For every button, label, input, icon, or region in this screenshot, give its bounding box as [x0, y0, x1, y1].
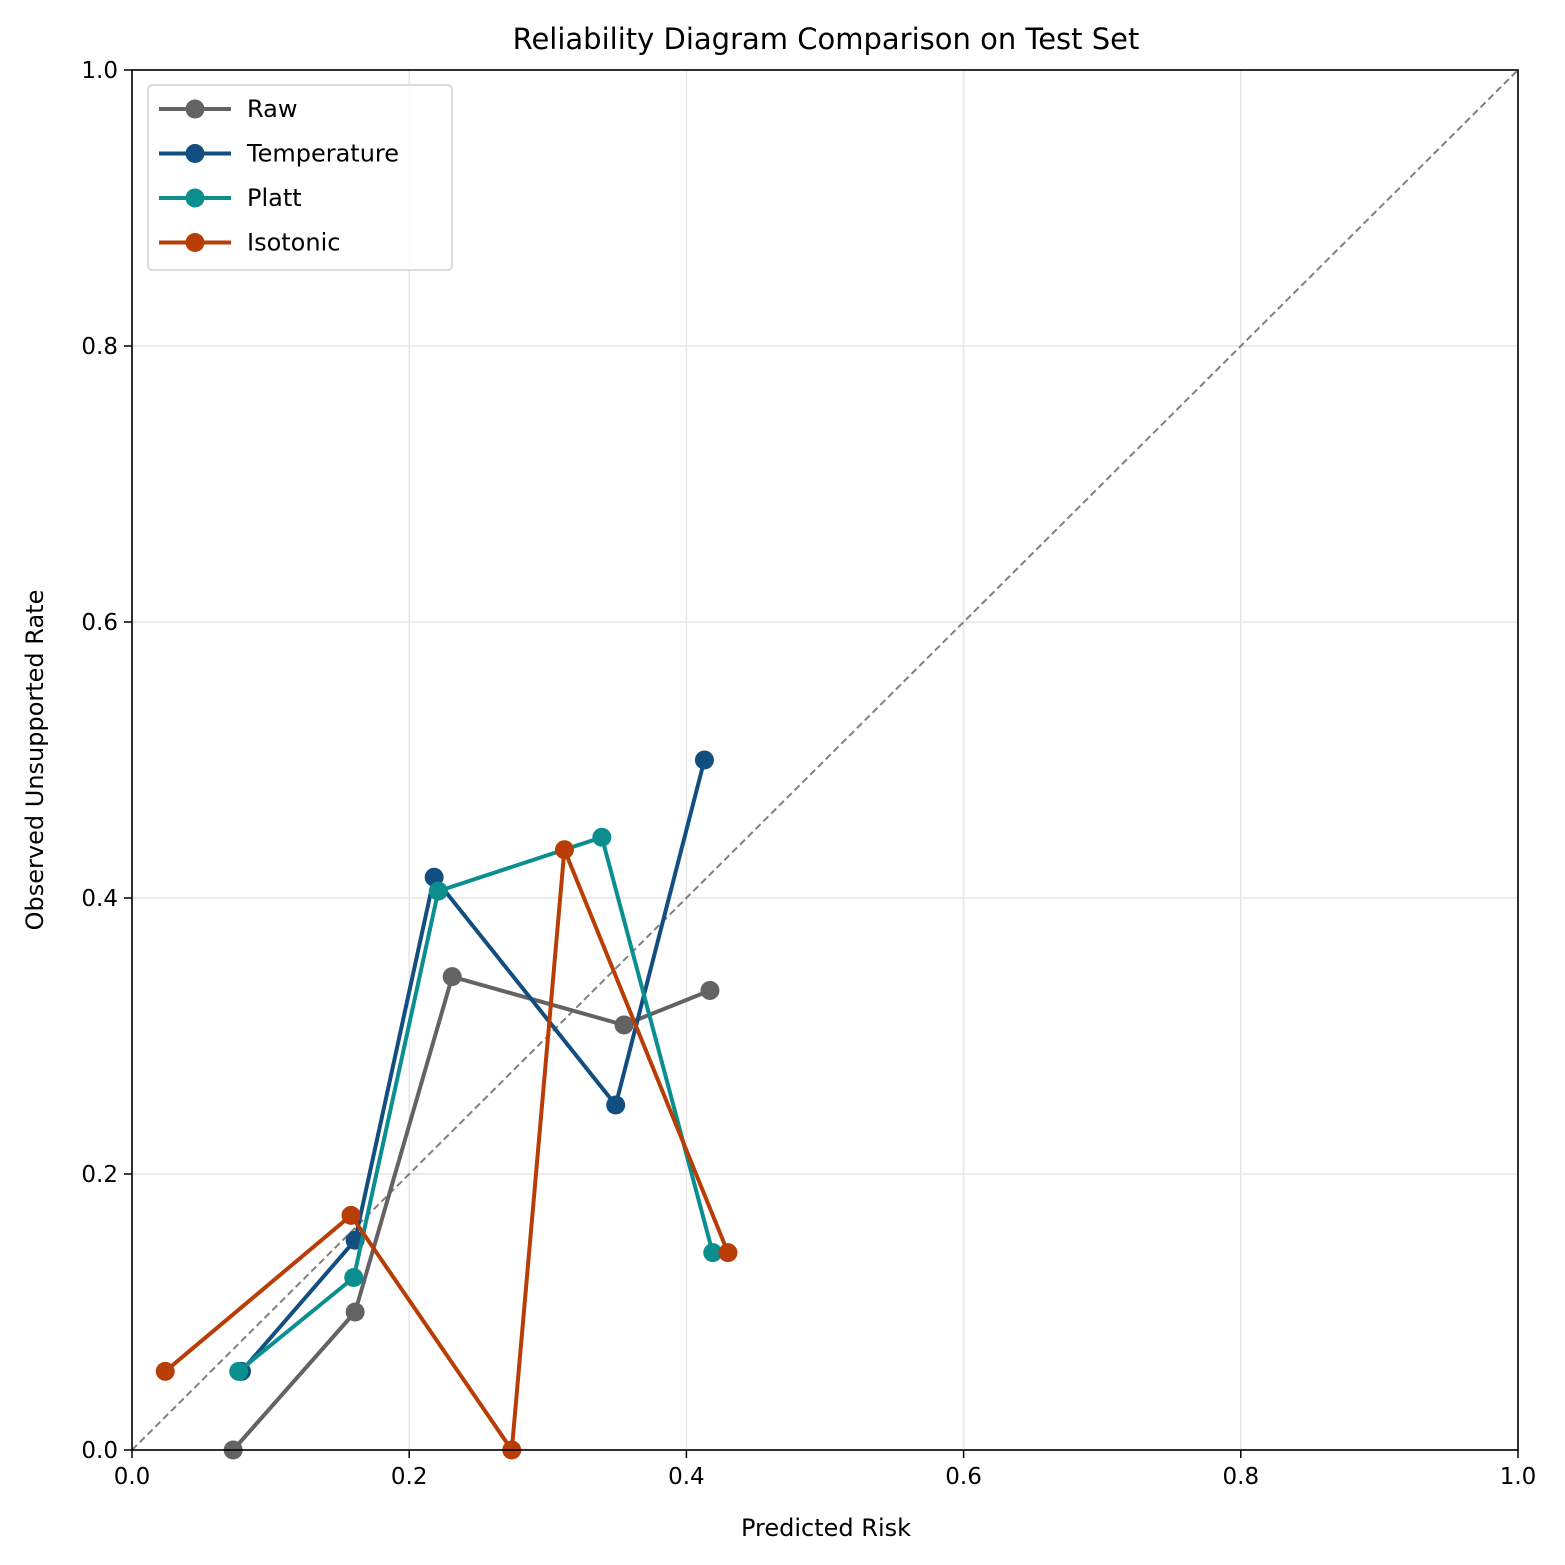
data-point-raw — [345, 1302, 365, 1322]
x-tick-label: 0.8 — [1223, 1464, 1260, 1490]
data-point-isotonic — [341, 1205, 361, 1225]
data-point-raw — [442, 967, 462, 987]
y-tick-label: 0.0 — [81, 1438, 118, 1464]
legend-marker-platt — [185, 188, 205, 208]
y-tick-label: 0.4 — [81, 886, 118, 912]
series-line-temperature — [239, 759, 707, 1373]
data-point-temperature — [606, 1095, 626, 1115]
series-temperature — [231, 750, 714, 1381]
series-line-raw — [231, 974, 711, 1452]
legend: Raw Temperature Platt Isotonic — [147, 84, 453, 271]
data-point-platt — [703, 1243, 723, 1263]
data-point-raw — [614, 1015, 634, 1035]
data-point-isotonic — [718, 1243, 738, 1263]
data-point-platt — [428, 881, 448, 901]
legend-box — [147, 84, 453, 271]
legend-label-platt: Platt — [247, 184, 302, 212]
series-group — [155, 750, 738, 1460]
x-tick-label: 1.0 — [1500, 1464, 1537, 1490]
legend-marker-isotonic — [185, 233, 205, 252]
series-raw — [223, 967, 720, 1460]
data-point-isotonic — [155, 1361, 175, 1381]
data-point-platt — [344, 1268, 364, 1287]
data-point-platt — [229, 1361, 249, 1381]
y-tick-label: 0.2 — [81, 1162, 118, 1188]
x-tick-label: 0.6 — [945, 1464, 982, 1490]
legend-label-temperature: Temperature — [246, 140, 399, 168]
y-tick-label: 1.0 — [81, 58, 118, 84]
legend-label-isotonic: Isotonic — [247, 229, 340, 257]
chart-title: Reliability Diagram Comparison on Test S… — [513, 22, 1140, 56]
data-point-isotonic — [554, 840, 574, 860]
data-point-platt — [592, 827, 612, 847]
axis-ticks: 0.0 0.2 0.4 0.6 0.8 1.0 0.0 0.2 0.4 0.6 0.8 1.0 — [81, 58, 1536, 1490]
legend-label-raw: Raw — [247, 95, 297, 123]
y-tick-label: 0.6 — [81, 610, 118, 636]
x-tick-label: 0.2 — [391, 1464, 428, 1490]
series-platt — [229, 827, 723, 1381]
x-tick-label: 0.0 — [114, 1464, 151, 1490]
x-tick-label: 0.4 — [668, 1464, 705, 1490]
perfect-calibration-line — [131, 69, 1519, 1451]
y-axis-label: Observed Unsupported Rate — [21, 590, 49, 931]
y-tick-label: 0.8 — [81, 334, 118, 360]
data-point-raw — [700, 980, 720, 1000]
x-axis-label: Predicted Risk — [741, 1514, 911, 1542]
plot-frame — [131, 69, 1519, 1451]
legend-marker-raw — [185, 99, 205, 119]
legend-marker-temperature — [185, 144, 205, 163]
data-point-temperature — [694, 750, 714, 770]
